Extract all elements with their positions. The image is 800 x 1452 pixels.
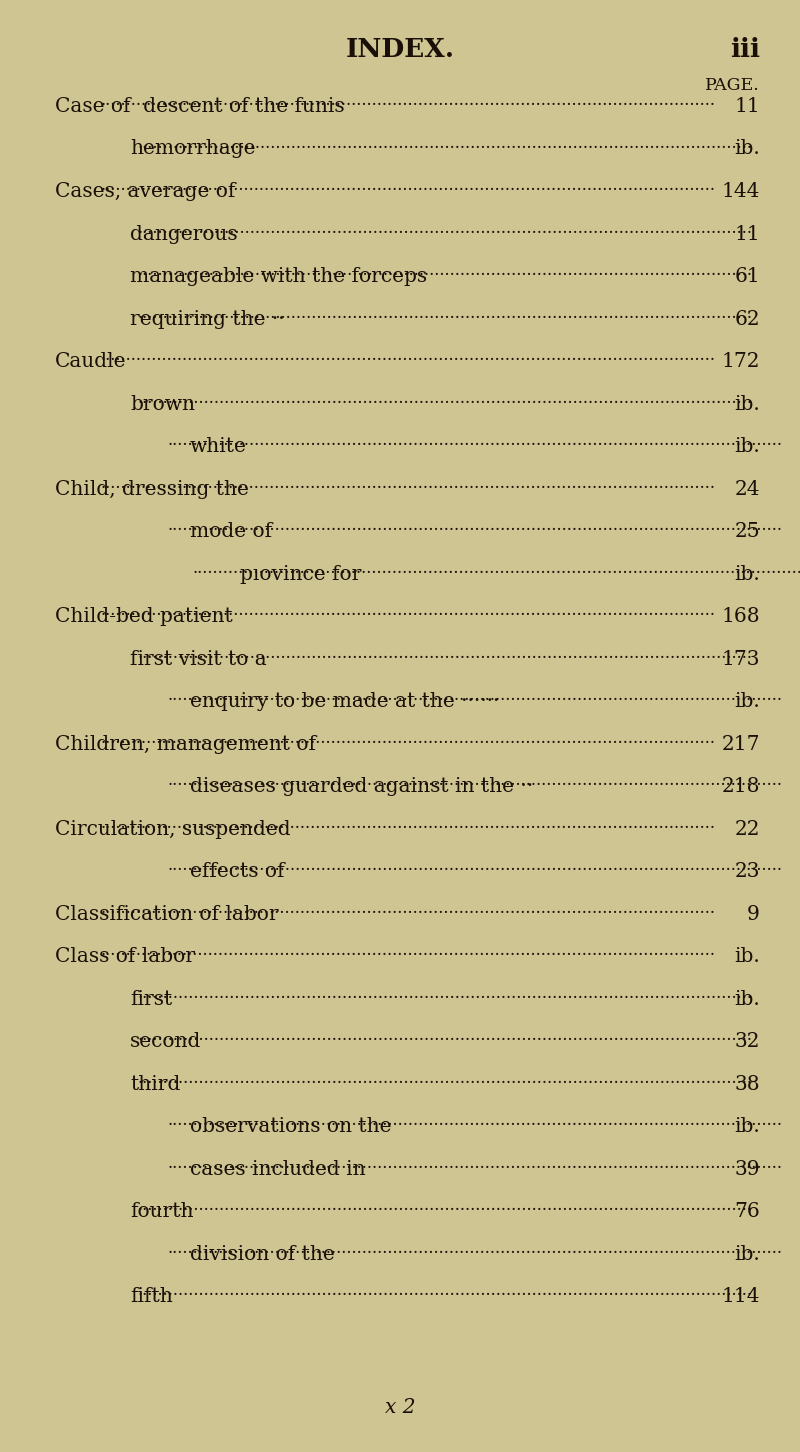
Text: 11: 11 bbox=[734, 225, 760, 244]
Text: ················································································: ········································… bbox=[138, 139, 753, 157]
Text: INDEX.: INDEX. bbox=[346, 36, 454, 62]
Text: enquiry to be made at the ······: enquiry to be made at the ······ bbox=[190, 693, 499, 711]
Text: division of the: division of the bbox=[190, 1244, 334, 1263]
Text: requiring the ··: requiring the ·· bbox=[130, 309, 285, 328]
Text: manageable with the forceps: manageable with the forceps bbox=[130, 267, 427, 286]
Text: 173: 173 bbox=[722, 649, 760, 668]
Text: 218: 218 bbox=[722, 777, 760, 796]
Text: ················································································: ········································… bbox=[100, 351, 715, 369]
Text: third: third bbox=[130, 1074, 180, 1093]
Text: 38: 38 bbox=[734, 1074, 760, 1093]
Text: fourth: fourth bbox=[130, 1202, 194, 1221]
Text: 11: 11 bbox=[734, 97, 760, 116]
Text: Classification of labor: Classification of labor bbox=[55, 905, 278, 923]
Text: Class of labor: Class of labor bbox=[55, 947, 195, 966]
Text: ················································································: ········································… bbox=[138, 1286, 753, 1304]
Text: ················································································: ········································… bbox=[167, 693, 782, 709]
Text: ib.: ib. bbox=[734, 1244, 760, 1263]
Text: 23: 23 bbox=[734, 862, 760, 881]
Text: ················································································: ········································… bbox=[138, 1202, 753, 1220]
Text: 61: 61 bbox=[734, 267, 760, 286]
Text: Children, management of: Children, management of bbox=[55, 735, 316, 754]
Text: ················································································: ········································… bbox=[167, 437, 782, 454]
Text: 32: 32 bbox=[734, 1032, 760, 1051]
Text: ················································································: ········································… bbox=[167, 777, 782, 794]
Text: hemorrhage: hemorrhage bbox=[130, 139, 255, 158]
Text: ················································································: ········································… bbox=[138, 267, 753, 285]
Text: ················································································: ········································… bbox=[167, 1160, 782, 1176]
Text: ················································································: ········································… bbox=[138, 649, 753, 666]
Text: fifth: fifth bbox=[130, 1286, 173, 1305]
Text: 25: 25 bbox=[734, 523, 760, 542]
Text: Child-bed patient: Child-bed patient bbox=[55, 607, 233, 626]
Text: brown: brown bbox=[130, 395, 195, 414]
Text: ib.: ib. bbox=[734, 139, 760, 158]
Text: ················································································: ········································… bbox=[167, 1117, 782, 1134]
Text: x 2: x 2 bbox=[385, 1398, 415, 1417]
Text: Caudle: Caudle bbox=[55, 351, 126, 372]
Text: ················································································: ········································… bbox=[100, 607, 715, 624]
Text: cases included in: cases included in bbox=[190, 1160, 366, 1179]
Text: ················································································: ········································… bbox=[100, 819, 715, 836]
Text: 168: 168 bbox=[722, 607, 760, 626]
Text: ib.: ib. bbox=[734, 1117, 760, 1135]
Text: 172: 172 bbox=[722, 351, 760, 372]
Text: 22: 22 bbox=[734, 819, 760, 838]
Text: 39: 39 bbox=[734, 1160, 760, 1179]
Text: ib.: ib. bbox=[734, 693, 760, 711]
Text: effects of: effects of bbox=[190, 862, 285, 881]
Text: ················································································: ········································… bbox=[138, 1032, 753, 1048]
Text: 76: 76 bbox=[734, 1202, 760, 1221]
Text: ················································································: ········································… bbox=[167, 523, 782, 539]
Text: 62: 62 bbox=[734, 309, 760, 328]
Text: ib.: ib. bbox=[734, 437, 760, 456]
Text: 144: 144 bbox=[722, 182, 760, 200]
Text: diseases guarded against in the ··: diseases guarded against in the ·· bbox=[190, 777, 533, 796]
Text: ib.: ib. bbox=[734, 565, 760, 584]
Text: ················································································: ········································… bbox=[167, 1244, 782, 1262]
Text: dangerous: dangerous bbox=[130, 225, 238, 244]
Text: ················································································: ········································… bbox=[100, 97, 715, 115]
Text: ················································································: ········································… bbox=[100, 479, 715, 497]
Text: second: second bbox=[130, 1032, 202, 1051]
Text: Cases, average of: Cases, average of bbox=[55, 182, 235, 200]
Text: ················································································: ········································… bbox=[167, 862, 782, 878]
Text: ················································································: ········································… bbox=[138, 989, 753, 1006]
Text: ················································································: ········································… bbox=[100, 182, 715, 199]
Text: ················································································: ········································… bbox=[138, 309, 753, 327]
Text: 24: 24 bbox=[734, 479, 760, 498]
Text: ················································································: ········································… bbox=[100, 735, 715, 752]
Text: iii: iii bbox=[730, 36, 760, 62]
Text: ib.: ib. bbox=[734, 989, 760, 1009]
Text: 114: 114 bbox=[722, 1286, 760, 1305]
Text: ················································································: ········································… bbox=[100, 905, 715, 922]
Text: 9: 9 bbox=[747, 905, 760, 923]
Text: ················································································: ········································… bbox=[138, 225, 753, 241]
Text: Child, dressing the: Child, dressing the bbox=[55, 479, 249, 498]
Text: 217: 217 bbox=[722, 735, 760, 754]
Text: mode of: mode of bbox=[190, 523, 272, 542]
Text: ················································································: ········································… bbox=[193, 565, 800, 581]
Text: observations on the: observations on the bbox=[190, 1117, 391, 1135]
Text: first: first bbox=[130, 989, 172, 1009]
Text: PAGE.: PAGE. bbox=[706, 77, 760, 94]
Text: pıovince for: pıovince for bbox=[240, 565, 362, 584]
Text: ················································································: ········································… bbox=[100, 947, 715, 964]
Text: ················································································: ········································… bbox=[138, 395, 753, 411]
Text: Circulation, suspended: Circulation, suspended bbox=[55, 819, 290, 838]
Text: ib.: ib. bbox=[734, 947, 760, 966]
Text: white: white bbox=[190, 437, 247, 456]
Text: ················································································: ········································… bbox=[138, 1074, 753, 1092]
Text: first visit to a: first visit to a bbox=[130, 649, 266, 668]
Text: ib.: ib. bbox=[734, 395, 760, 414]
Text: Case of  descent of the funis: Case of descent of the funis bbox=[55, 97, 345, 116]
